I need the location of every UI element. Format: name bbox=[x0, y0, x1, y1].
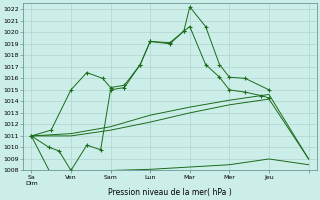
X-axis label: Pression niveau de la mer( hPa ): Pression niveau de la mer( hPa ) bbox=[108, 188, 232, 197]
